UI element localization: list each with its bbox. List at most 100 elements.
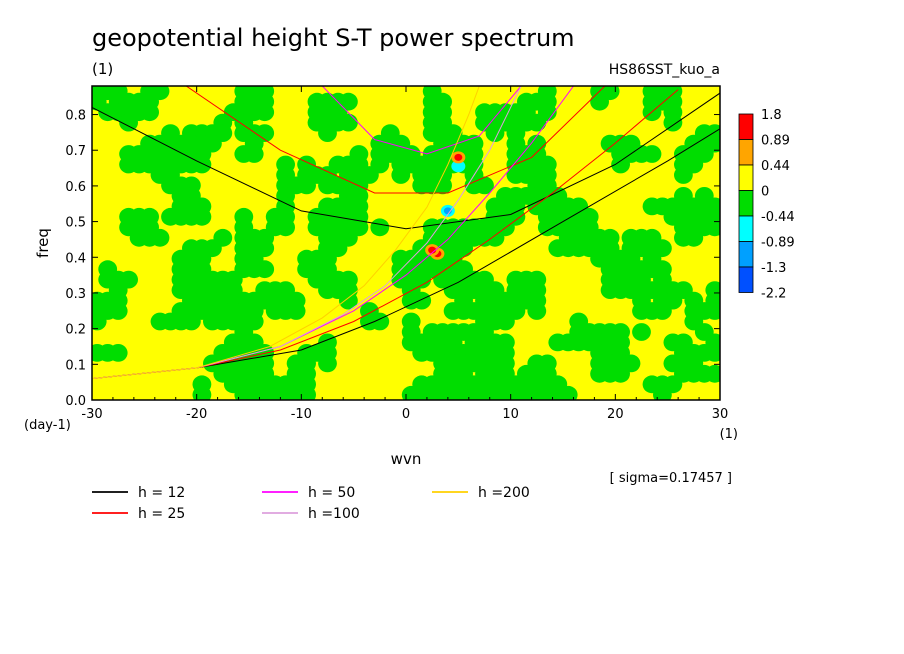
field-patch — [286, 302, 306, 320]
legend-label: h = 25 — [138, 506, 185, 522]
plot-area — [91, 85, 721, 401]
sigma-note: [ sigma=0.17457 ] — [610, 471, 732, 486]
field-patch — [705, 218, 720, 237]
dispersion-curve-h100 — [92, 86, 522, 380]
field-patch — [391, 166, 411, 184]
x-tick-label: 20 — [607, 407, 624, 422]
y-tick-label: 0.5 — [65, 216, 86, 231]
field-patch — [653, 302, 672, 320]
field-patch — [318, 124, 337, 142]
field-patch — [318, 354, 337, 373]
field-patch — [653, 385, 672, 400]
colorbar-swatch — [738, 164, 754, 191]
x-tick-label: -20 — [186, 407, 207, 422]
field-patch — [412, 291, 432, 310]
field-patch — [705, 302, 720, 320]
contour-spots — [425, 151, 466, 260]
field-patch — [255, 103, 275, 122]
legend: h = 12 h = 25 h = 50 h =100 h =200 — [92, 485, 530, 522]
field-patch — [182, 312, 201, 331]
colorbar: 1.8 0.89 0.44 0 -0.44 -0.89 -1.3 -2.2 — [738, 108, 795, 302]
spot — [428, 246, 437, 254]
field-patch — [705, 344, 720, 362]
colorbar-label: -0.89 — [761, 236, 795, 251]
field-patch — [527, 302, 547, 320]
colorbar-label: 0.89 — [761, 134, 790, 149]
y-axis-label: freq — [34, 228, 52, 258]
field-patch — [339, 291, 358, 310]
chart-title: geopotential height S-T power spectrum — [92, 24, 575, 52]
field-patch — [108, 302, 128, 320]
dispersion-curve-h12 — [92, 92, 720, 230]
x-axis-unit: (1) — [720, 427, 738, 442]
x-axis-label: wvn — [391, 450, 422, 468]
field-patch — [244, 145, 264, 163]
legend-label: h =200 — [478, 485, 530, 501]
field-patch — [590, 92, 609, 111]
colorbar-label: -2.2 — [761, 287, 786, 302]
y-axis: 0.0 0.1 0.2 0.3 0.4 0.5 0.6 0.7 0.8 — [65, 109, 720, 409]
y-tick-label: 0.6 — [65, 180, 86, 195]
y-tick-label: 0.0 — [65, 394, 86, 409]
dispersion-curve-h12 — [92, 128, 720, 380]
field-patch — [684, 228, 704, 247]
field-patch — [475, 176, 494, 195]
x-tick-label: 30 — [712, 407, 729, 422]
chart-subtitle-right: HS86SST_kuo_a — [609, 62, 720, 78]
field-patch — [611, 155, 630, 174]
x-tick-label: 0 — [402, 407, 410, 422]
field-patch — [192, 155, 212, 174]
field-patch — [705, 364, 720, 383]
field-patch — [496, 312, 515, 331]
field-patch — [297, 385, 316, 400]
field-patch — [558, 385, 578, 400]
dispersion-curve-h25 — [92, 89, 679, 380]
y-tick-label: 0.1 — [65, 358, 86, 373]
field-patch — [663, 113, 683, 132]
y-tick-label: 0.7 — [65, 144, 86, 159]
field-patch — [527, 113, 547, 132]
x-tick-label: 10 — [502, 407, 519, 422]
y-tick-label: 0.2 — [65, 323, 86, 338]
colorbar-label: 1.8 — [761, 108, 782, 123]
field-patch — [255, 260, 275, 279]
colorbar-swatch — [738, 241, 754, 268]
dispersion-curve-h50 — [321, 86, 522, 155]
field-patch — [150, 228, 170, 247]
chart-subtitle-left: (1) — [92, 60, 113, 78]
field-patch — [339, 113, 358, 132]
field-patch — [108, 344, 128, 362]
dispersion-curve-h25 — [185, 86, 606, 194]
dispersion-curve-h200 — [92, 86, 480, 380]
field-patch — [276, 218, 295, 237]
field-patch — [297, 176, 316, 195]
field-patch — [140, 103, 160, 122]
field-patch — [433, 176, 452, 195]
spot — [443, 207, 452, 215]
y-axis-unit: (day-1) — [24, 418, 71, 433]
y-tick-label: 0.8 — [65, 109, 86, 124]
field-patch — [192, 207, 212, 226]
field-patch — [119, 113, 138, 132]
field-patch — [642, 145, 662, 163]
x-tick-label: -30 — [81, 407, 102, 422]
colorbar-label: -0.44 — [761, 210, 795, 225]
colorbar-swatch — [738, 190, 754, 217]
field-patch — [370, 312, 390, 331]
x-tick-label: -10 — [291, 407, 312, 422]
colorbar-swatch — [738, 266, 754, 293]
field-patch — [370, 218, 390, 237]
field-patch — [485, 228, 505, 247]
colorbar-swatch — [738, 139, 754, 166]
colorbar-label: 0 — [761, 185, 769, 200]
dispersion-curves — [92, 86, 720, 380]
y-tick-label: 0.4 — [65, 251, 86, 266]
field-patch — [192, 385, 212, 400]
legend-label: h = 50 — [308, 485, 355, 501]
legend-label: h = 12 — [138, 485, 185, 501]
field-patch — [674, 166, 693, 184]
colorbar-label: -1.3 — [761, 261, 786, 276]
spot — [454, 153, 463, 161]
colorbar-swatch — [738, 113, 754, 140]
y-tick-label: 0.3 — [65, 287, 86, 302]
